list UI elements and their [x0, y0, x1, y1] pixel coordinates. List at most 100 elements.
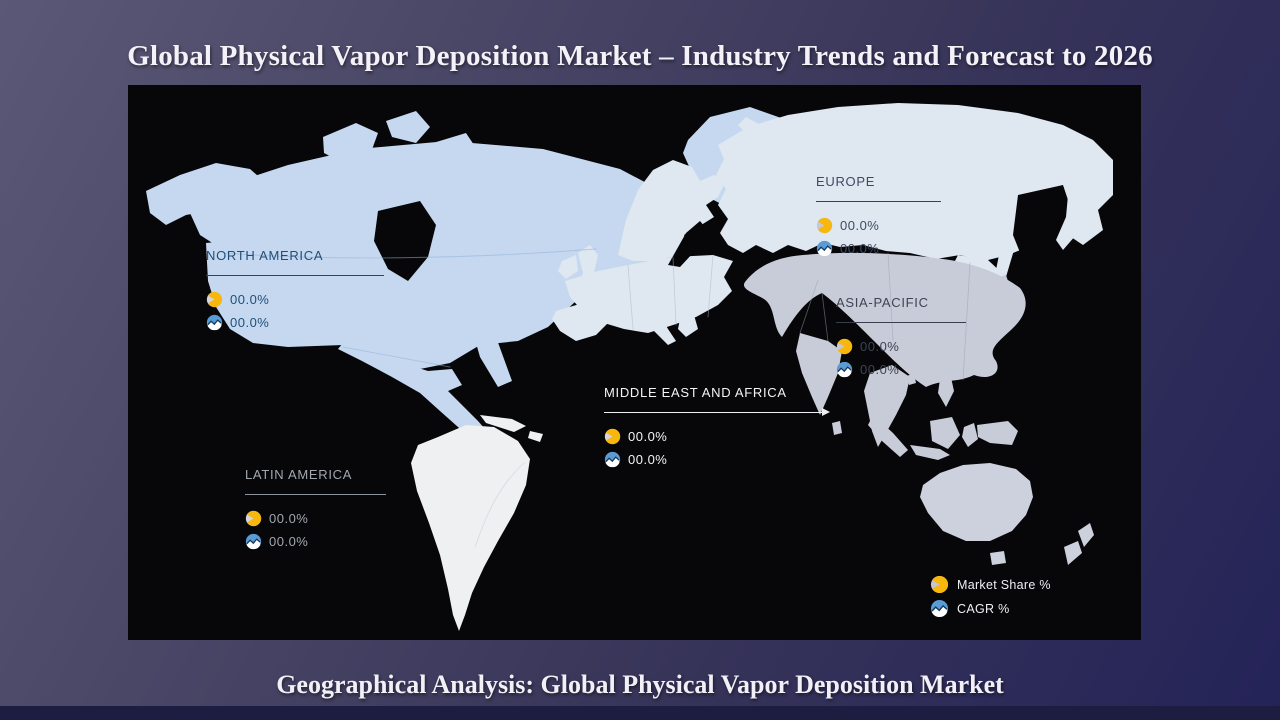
region-underline [245, 494, 386, 495]
cagr-chart-icon [206, 314, 223, 331]
sumatra [868, 415, 908, 457]
region-block-north-america: NORTH AMERICA 00.0% 00.0% [206, 248, 384, 337]
region-label: EUROPE [816, 174, 876, 189]
florida [476, 337, 512, 387]
footer-title: Geographical Analysis: Global Physical V… [276, 670, 1004, 699]
cagr-chart-icon [816, 240, 833, 257]
border-us-mexico [342, 346, 451, 368]
island-great-britain [576, 245, 600, 297]
cagr-value: 00.0% [269, 534, 309, 549]
market-share-pie-icon [245, 510, 262, 527]
market-share-value: 00.0% [860, 339, 900, 354]
philippines [938, 373, 954, 407]
region-block-latin-america: LATIN AMERICA 00.0% 00.0% [245, 467, 386, 556]
cagr-chart-icon [930, 599, 949, 618]
cagr-row: 00.0% [836, 361, 966, 378]
market-share-row: 00.0% [206, 291, 384, 308]
cagr-chart-icon [836, 361, 853, 378]
sea-of-okhotsk [1013, 185, 1073, 265]
continent-north-america-usa [206, 225, 606, 369]
market-share-row: 00.0% [604, 428, 822, 445]
cagr-row: 00.0% [604, 451, 822, 468]
sulawesi [962, 423, 978, 447]
cagr-row: 00.0% [245, 533, 386, 550]
legend-cagr-label: CAGR % [957, 601, 1010, 616]
arctic-island [386, 111, 430, 143]
region-underline [206, 275, 384, 276]
market-share-row: 00.0% [245, 510, 386, 527]
hokkaido [992, 275, 1010, 295]
tasmania [990, 551, 1006, 565]
island-cuba [480, 415, 526, 432]
cagr-row: 00.0% [206, 314, 384, 331]
legend-cagr: CAGR % [930, 599, 1051, 618]
market-share-row: 00.0% [816, 217, 941, 234]
continent-north-america-mexico [338, 343, 502, 453]
region-label: ASIA-PACIFIC [836, 295, 929, 310]
market-share-value: 00.0% [840, 218, 880, 233]
market-share-pie-icon [836, 338, 853, 355]
region-underline-arrow [604, 408, 830, 416]
cagr-value: 00.0% [860, 362, 900, 377]
island-hispaniola [528, 431, 543, 442]
market-share-pie-icon [206, 291, 223, 308]
page-title: Global Physical Vapor Deposition Market … [127, 40, 1153, 72]
market-share-pie-icon [930, 575, 949, 594]
cagr-value: 00.0% [628, 452, 668, 467]
cagr-chart-icon [604, 451, 621, 468]
borneo [930, 417, 960, 449]
continent-australia [920, 463, 1033, 541]
arctic-island [323, 123, 378, 163]
region-label: LATIN AMERICA [245, 467, 353, 482]
island-ireland [558, 255, 578, 279]
region-label: MIDDLE EAST AND AFRICA [604, 385, 787, 400]
region-block-middle-east-africa: MIDDLE EAST AND AFRICA 00.0% 00.0% [604, 385, 830, 474]
market-share-pie-icon [604, 428, 621, 445]
market-share-value: 00.0% [269, 511, 309, 526]
legend-market-share-label: Market Share % [957, 577, 1051, 592]
world-map-panel: NORTH AMERICA 00.0% 00.0% EUROPE [128, 85, 1141, 640]
java [910, 445, 950, 460]
region-block-asia-pacific: ASIA-PACIFIC 00.0% 00.0% [836, 295, 966, 384]
scandinavia [618, 160, 726, 261]
market-share-value: 00.0% [230, 292, 270, 307]
map-legend: Market Share % CAGR % [930, 575, 1051, 623]
continent-asia [743, 252, 1026, 387]
cagr-value: 00.0% [840, 241, 880, 256]
continent-north-america-alaska [146, 163, 266, 225]
black-sea [708, 307, 740, 327]
cagr-chart-icon [245, 533, 262, 550]
cagr-row: 00.0% [816, 240, 941, 257]
baltic-sea [668, 221, 710, 267]
taiwan [907, 373, 916, 385]
bottom-band [0, 706, 1280, 720]
region-label: NORTH AMERICA [206, 248, 324, 263]
continent-south-america [411, 425, 530, 631]
cagr-value: 00.0% [230, 315, 270, 330]
kamchatka [1056, 173, 1098, 250]
border-asia [799, 252, 971, 381]
new-zealand-south [1064, 541, 1082, 565]
market-share-row: 00.0% [836, 338, 966, 355]
region-underline [836, 322, 966, 323]
border-us-canada [223, 248, 597, 259]
new-zealand-north [1078, 523, 1094, 547]
greece [678, 315, 698, 337]
hudson-bay [374, 201, 436, 281]
region-underline [816, 201, 941, 202]
border-europe [627, 254, 714, 330]
iberia [552, 303, 610, 341]
arctic-island [433, 133, 478, 165]
world-map-graphic [146, 103, 1113, 631]
india [796, 333, 842, 415]
japan [973, 283, 1014, 351]
sri-lanka [832, 421, 842, 435]
sakhalin [996, 230, 1014, 277]
new-guinea [977, 421, 1018, 445]
market-share-value: 00.0% [628, 429, 668, 444]
market-share-pie-icon [816, 217, 833, 234]
legend-market-share: Market Share % [930, 575, 1051, 594]
continent-russia [716, 103, 1113, 261]
novaya-zemlya [738, 117, 790, 173]
region-block-europe: EUROPE 00.0% 00.0% [816, 174, 941, 263]
